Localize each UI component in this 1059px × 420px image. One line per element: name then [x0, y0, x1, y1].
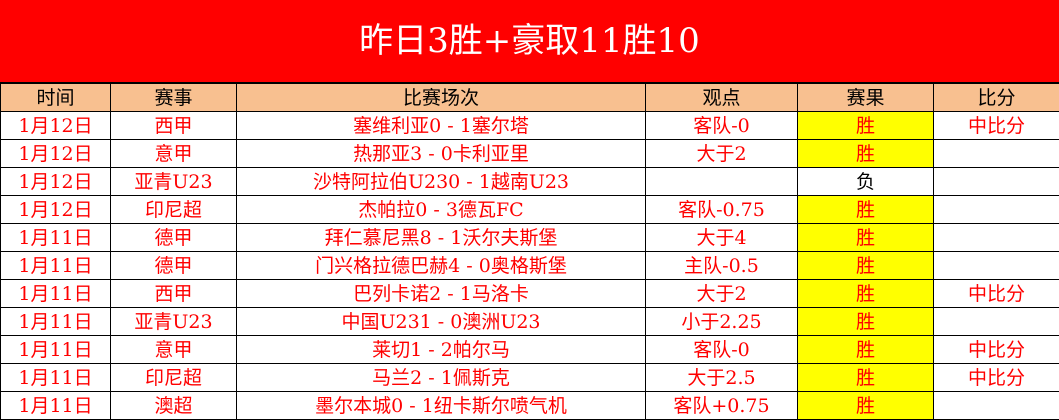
header-league: 赛事	[111, 84, 237, 112]
match-cell: 拜仁慕尼黑8 - 1沃尔夫斯堡	[237, 224, 646, 252]
view-cell: 客队+0.75	[646, 392, 798, 420]
league-cell: 西甲	[111, 112, 237, 140]
score-cell	[934, 168, 1059, 196]
league-cell: 亚青U23	[111, 308, 237, 336]
score-cell: 中比分	[934, 336, 1059, 364]
score-cell: 中比分	[934, 364, 1059, 392]
results-table: 时间 赛事 比赛场次 观点 赛果 比分 1月12日西甲塞维利亚0 - 1塞尔塔客…	[0, 83, 1059, 420]
score-cell	[934, 308, 1059, 336]
date-cell: 1月12日	[1, 140, 111, 168]
page-title: 昨日3胜+豪取11胜10	[0, 0, 1059, 83]
match-cell: 中国U231 - 0澳洲U23	[237, 308, 646, 336]
league-cell: 德甲	[111, 252, 237, 280]
header-score: 比分	[934, 84, 1059, 112]
score-cell	[934, 392, 1059, 420]
result-cell: 胜	[798, 112, 934, 140]
score-cell	[934, 196, 1059, 224]
view-cell: 大于4	[646, 224, 798, 252]
date-cell: 1月12日	[1, 168, 111, 196]
view-cell	[646, 168, 798, 196]
result-cell: 胜	[798, 280, 934, 308]
view-cell: 主队-0.5	[646, 252, 798, 280]
result-cell: 胜	[798, 308, 934, 336]
view-cell: 客队-0	[646, 112, 798, 140]
result-cell: 胜	[798, 392, 934, 420]
date-cell: 1月12日	[1, 196, 111, 224]
result-cell: 胜	[798, 196, 934, 224]
score-cell	[934, 252, 1059, 280]
date-cell: 1月11日	[1, 280, 111, 308]
date-cell: 1月11日	[1, 252, 111, 280]
score-cell: 中比分	[934, 112, 1059, 140]
league-cell: 西甲	[111, 280, 237, 308]
result-cell: 胜	[798, 252, 934, 280]
header-date: 时间	[1, 84, 111, 112]
result-cell: 胜	[798, 140, 934, 168]
league-cell: 印尼超	[111, 196, 237, 224]
score-cell: 中比分	[934, 280, 1059, 308]
match-cell: 塞维利亚0 - 1塞尔塔	[237, 112, 646, 140]
date-cell: 1月11日	[1, 336, 111, 364]
view-cell: 客队-0	[646, 336, 798, 364]
view-cell: 大于2	[646, 140, 798, 168]
result-cell: 胜	[798, 364, 934, 392]
match-cell: 热那亚3 - 0卡利亚里	[237, 140, 646, 168]
view-cell: 大于2.5	[646, 364, 798, 392]
result-cell: 胜	[798, 336, 934, 364]
score-cell	[934, 224, 1059, 252]
league-cell: 澳超	[111, 392, 237, 420]
league-cell: 意甲	[111, 140, 237, 168]
match-cell: 门兴格拉德巴赫4 - 0奥格斯堡	[237, 252, 646, 280]
match-cell: 沙特阿拉伯U230 - 1越南U23	[237, 168, 646, 196]
view-cell: 大于2	[646, 280, 798, 308]
match-cell: 墨尔本城0 - 1纽卡斯尔喷气机	[237, 392, 646, 420]
result-cell: 负	[798, 168, 934, 196]
header-view: 观点	[646, 84, 798, 112]
header-row: 时间 赛事 比赛场次 观点 赛果 比分	[1, 84, 1059, 112]
date-cell: 1月11日	[1, 308, 111, 336]
match-cell: 马兰2 - 1佩斯克	[237, 364, 646, 392]
league-cell: 德甲	[111, 224, 237, 252]
header-result: 赛果	[798, 84, 934, 112]
header-match: 比赛场次	[237, 84, 646, 112]
league-cell: 亚青U23	[111, 168, 237, 196]
match-cell: 杰帕拉0 - 3德瓦FC	[237, 196, 646, 224]
match-cell: 巴列卡诺2 - 1马洛卡	[237, 280, 646, 308]
score-cell	[934, 140, 1059, 168]
date-cell: 1月12日	[1, 112, 111, 140]
date-cell: 1月11日	[1, 224, 111, 252]
league-cell: 意甲	[111, 336, 237, 364]
result-cell: 胜	[798, 224, 934, 252]
league-cell: 印尼超	[111, 364, 237, 392]
view-cell: 小于2.25	[646, 308, 798, 336]
match-cell: 莱切1 - 2帕尔马	[237, 336, 646, 364]
view-cell: 客队-0.75	[646, 196, 798, 224]
date-cell: 1月11日	[1, 364, 111, 392]
date-cell: 1月11日	[1, 392, 111, 420]
